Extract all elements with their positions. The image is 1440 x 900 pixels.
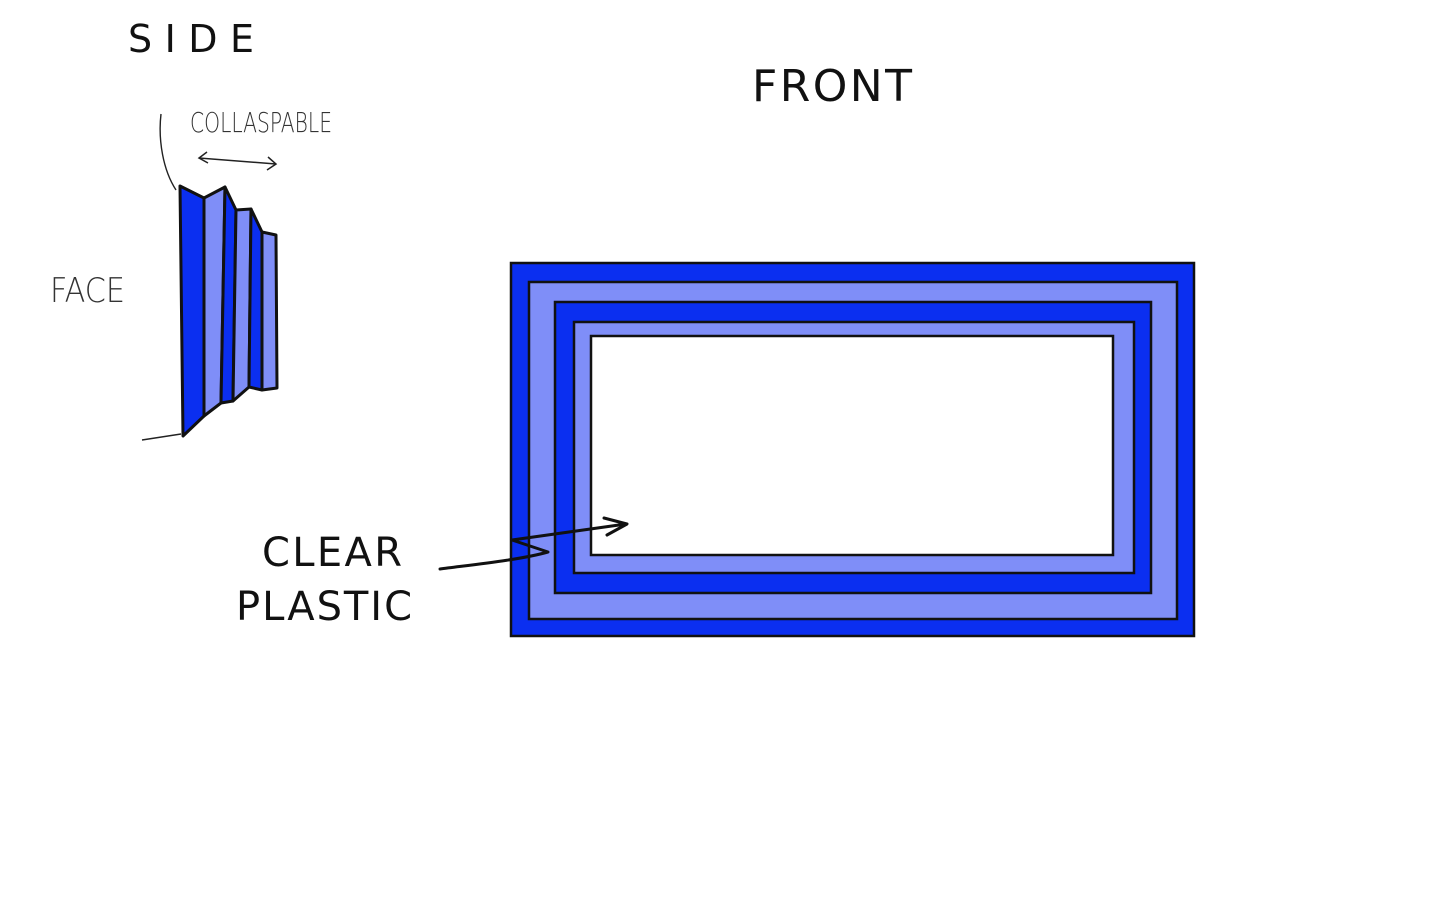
face-leader-lines bbox=[141, 113, 182, 441]
clear-plastic-label-line1: CLEAR bbox=[262, 530, 404, 576]
collapse-direction-arrow bbox=[197, 151, 278, 171]
front-view-frame bbox=[509, 261, 1196, 638]
clear-plastic-window bbox=[589, 334, 1115, 557]
clear-plastic-pointer-arrow bbox=[438, 516, 629, 571]
accordion-panel-5 bbox=[247, 207, 264, 392]
collapsable-label: COLLASPABLE bbox=[190, 106, 332, 139]
side-label: SIDE bbox=[128, 17, 256, 61]
front-label: FRONT bbox=[752, 61, 914, 112]
clear-plastic-label-line2: PLASTIC bbox=[236, 584, 414, 630]
side-view-accordion bbox=[178, 184, 279, 438]
accordion-panel-6 bbox=[260, 230, 279, 392]
face-label: FACE bbox=[50, 271, 125, 311]
accordion-panel-1 bbox=[178, 184, 206, 438]
